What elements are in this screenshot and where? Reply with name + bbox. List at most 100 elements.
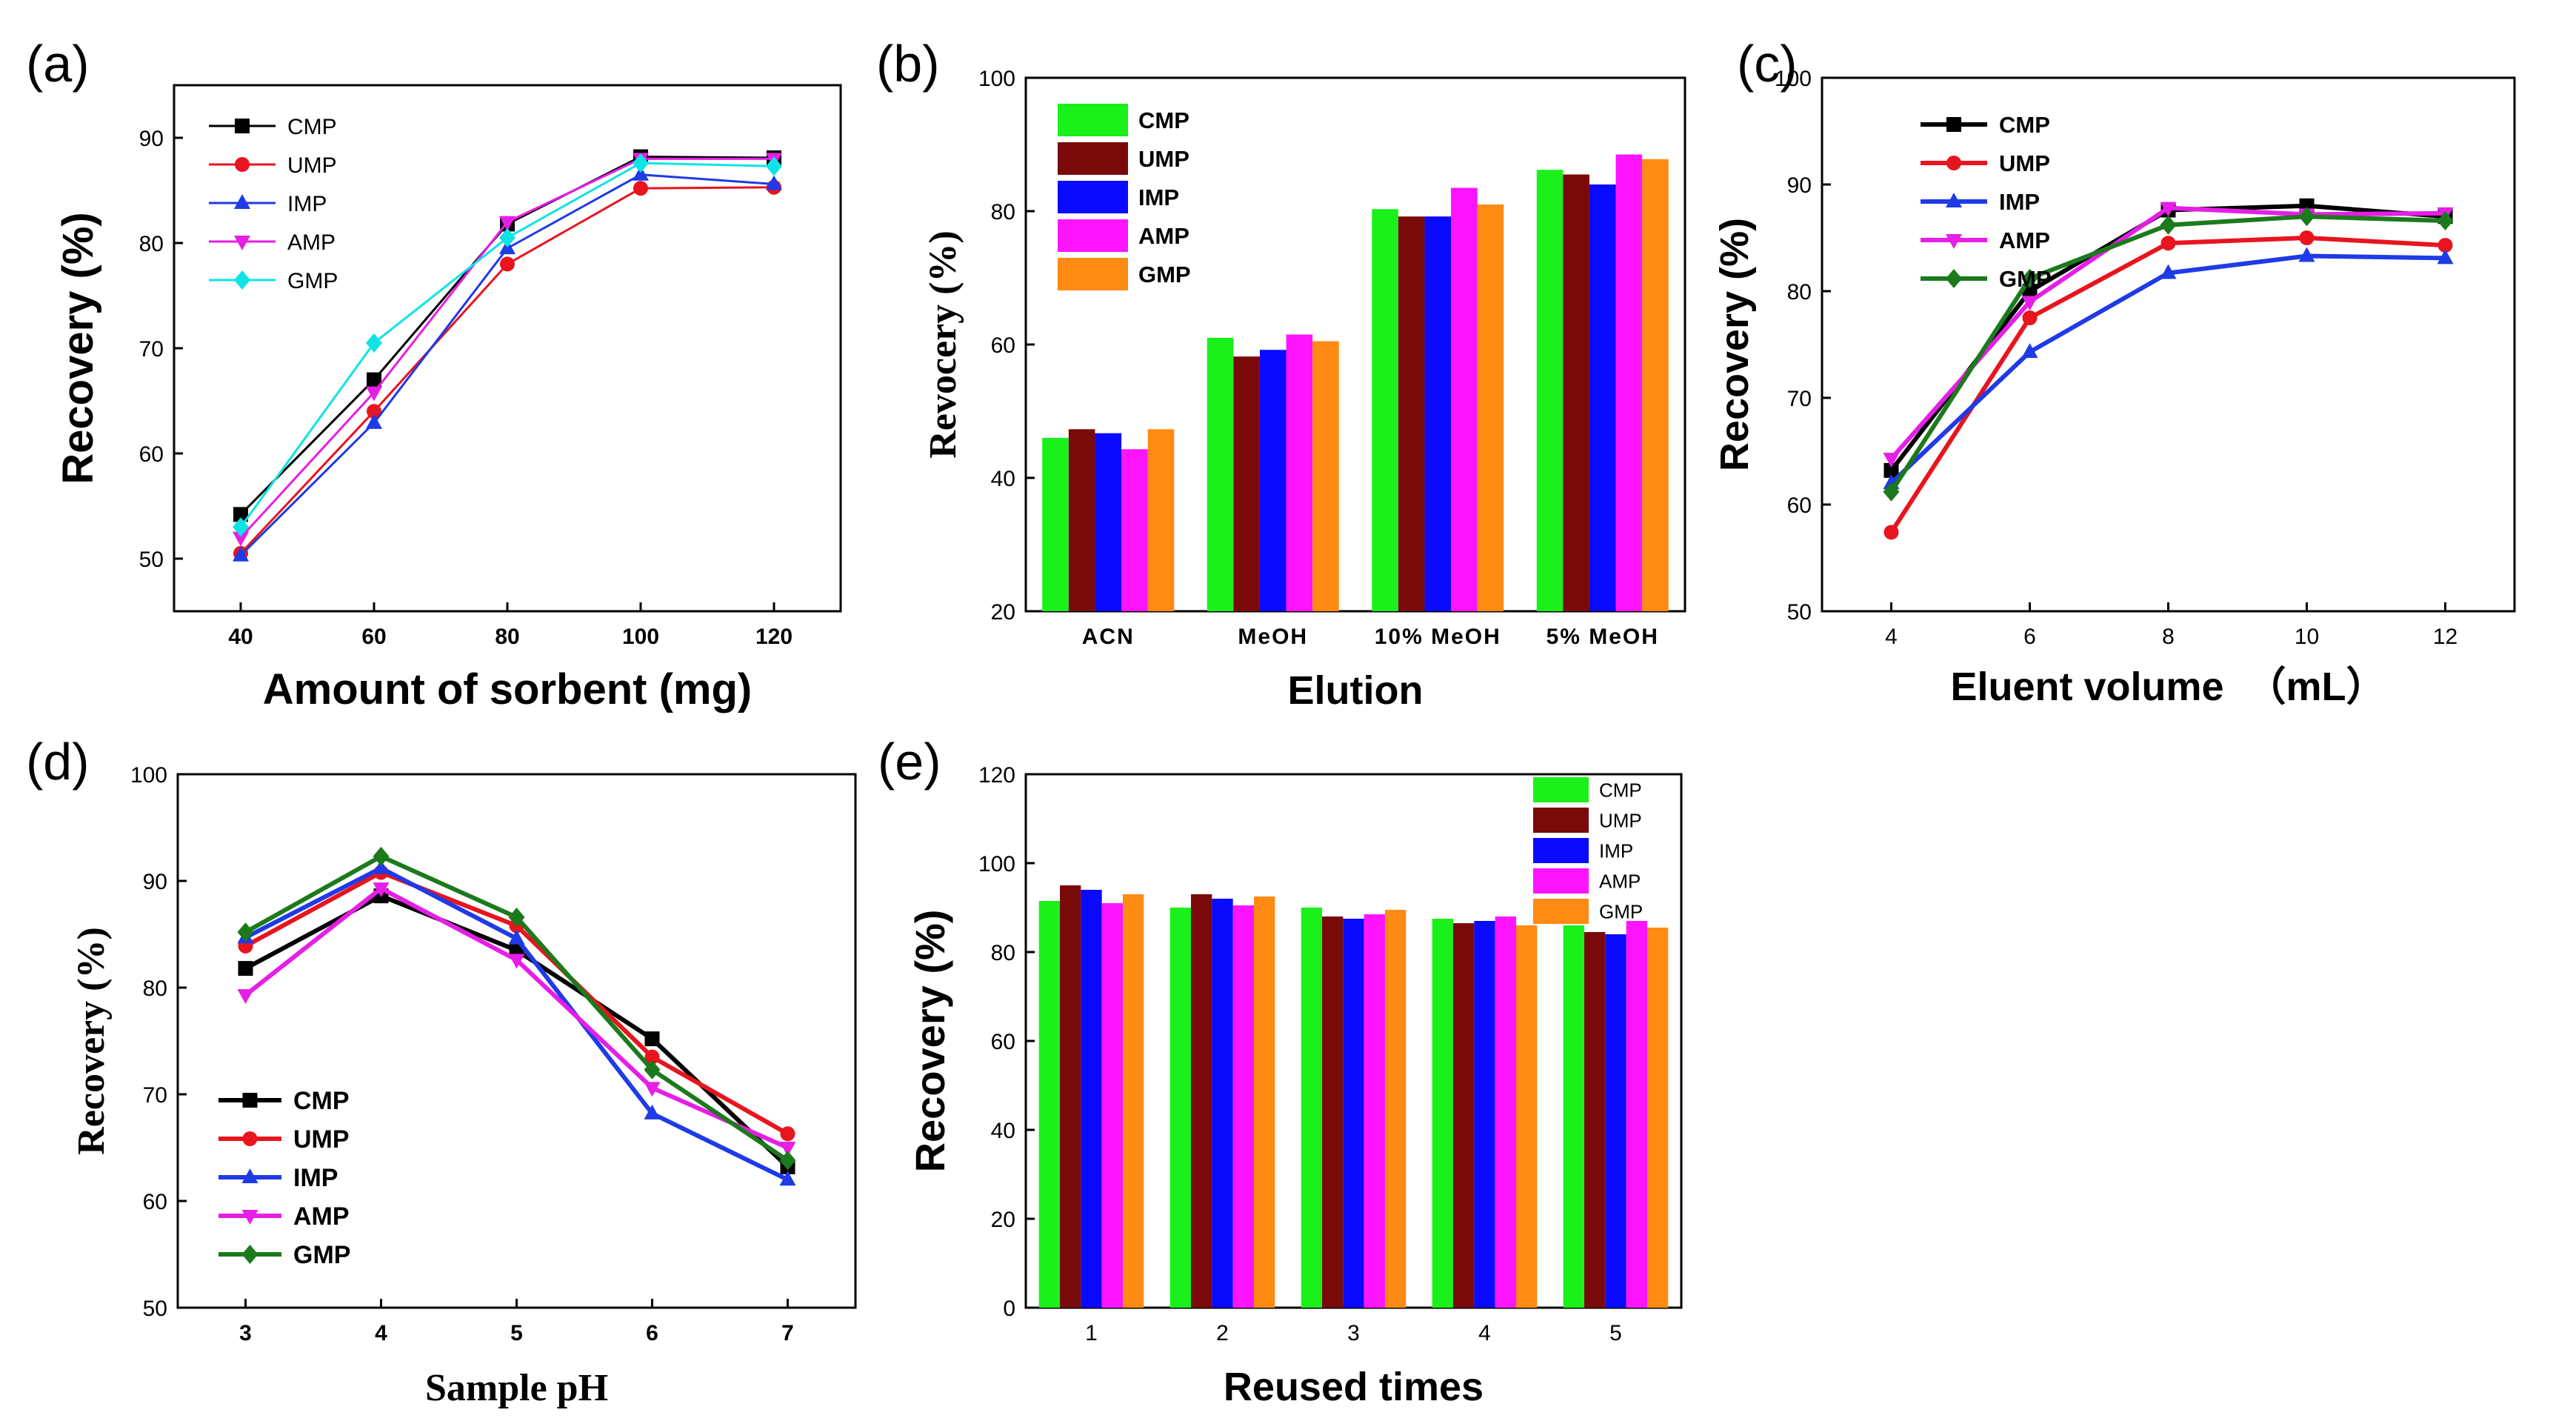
bar-gmp xyxy=(1515,925,1538,1308)
y-axis-label: Recovery (%) xyxy=(70,927,113,1155)
legend-marker-ump xyxy=(235,157,250,172)
data-point-imp xyxy=(508,929,525,945)
bar-imp xyxy=(1095,433,1122,611)
legend-label-ump: UMP xyxy=(1138,146,1189,172)
data-point-imp xyxy=(633,165,649,181)
data-point-amp xyxy=(366,386,382,402)
data-point-imp xyxy=(779,1171,796,1186)
bar-gmp xyxy=(1384,910,1407,1308)
x-axis-label: Elution xyxy=(1288,668,1424,713)
y-tick-label: 70 xyxy=(143,1083,167,1108)
legend-label-imp: IMP xyxy=(293,1164,338,1192)
y-tick-label: 100 xyxy=(1775,67,1812,91)
data-point-amp xyxy=(2021,296,2038,311)
y-tick-label: 20 xyxy=(991,1208,1015,1232)
x-tick-label: MeOH xyxy=(1238,625,1308,649)
data-point-ump xyxy=(2160,236,2176,251)
data-point-cmp xyxy=(233,507,248,522)
legend-swatch-imp xyxy=(1533,838,1589,863)
data-point-ump xyxy=(367,404,381,419)
bar-cmp xyxy=(1372,209,1398,611)
x-tick-label: 3 xyxy=(1347,1321,1360,1345)
data-point-amp xyxy=(499,216,515,231)
y-tick-label: 80 xyxy=(143,976,167,1001)
legend-marker-cmp xyxy=(235,119,250,133)
legend-label-gmp: GMP xyxy=(1999,266,2052,292)
data-point-imp xyxy=(233,546,249,562)
x-tick-label: 12 xyxy=(2433,625,2457,649)
legend-label-imp: IMP xyxy=(1138,184,1179,210)
legend-swatch-gmp xyxy=(1058,258,1128,290)
bar-ump xyxy=(1322,916,1344,1308)
data-point-amp xyxy=(1883,453,1900,468)
y-tick-label: 100 xyxy=(130,763,167,788)
legend-label-amp: AMP xyxy=(1999,227,2050,253)
legend-marker-gmp xyxy=(1946,269,1962,288)
y-tick-label: 60 xyxy=(991,333,1015,358)
data-point-imp xyxy=(766,175,782,190)
panel-label: (e) xyxy=(878,733,941,791)
bar-ump xyxy=(1068,429,1095,611)
legend-marker-imp xyxy=(241,1168,258,1183)
legend-marker-amp xyxy=(241,1210,258,1225)
y-tick-label: 120 xyxy=(978,763,1015,788)
legend-swatch-ump xyxy=(1058,142,1128,175)
legend-label-gmp: GMP xyxy=(293,1241,350,1269)
y-tick-label: 50 xyxy=(139,548,164,572)
bar-amp xyxy=(1451,187,1478,611)
x-tick-label: 100 xyxy=(622,625,659,649)
data-point-imp xyxy=(2437,249,2454,264)
bar-gmp xyxy=(1147,429,1175,611)
x-tick-label: 5 xyxy=(510,1321,523,1345)
x-tick-label: 4 xyxy=(375,1321,387,1345)
y-axis-label: Recovery (%) xyxy=(54,212,102,484)
panel-d: 50 60 70 80 90 100 3 4 5 6 7 CMP UMP IMP AMP GMP Sample … xyxy=(26,733,857,1409)
y-tick-label: 0 xyxy=(1003,1297,1015,1321)
y-tick-label: 60 xyxy=(991,1030,1015,1054)
data-point-ump xyxy=(2022,310,2038,325)
legend-label-ump: UMP xyxy=(1999,150,2050,176)
data-point-gmp xyxy=(2298,207,2315,227)
data-point-ump xyxy=(500,256,515,272)
data-point-gmp xyxy=(2437,210,2454,230)
panel-label: (b) xyxy=(876,35,940,93)
legend-swatch-ump xyxy=(1533,808,1589,833)
legend-label-imp: IMP xyxy=(1999,189,2040,215)
x-tick-label: 3 xyxy=(239,1321,252,1345)
data-point-imp xyxy=(644,1104,661,1119)
legend-label-cmp: CMP xyxy=(1599,779,1642,801)
bar-amp xyxy=(1101,903,1123,1308)
legend-marker-cmp xyxy=(242,1093,258,1108)
legend-marker-gmp xyxy=(234,270,250,290)
y-tick-label: 40 xyxy=(991,1119,1015,1143)
bar-cmp xyxy=(1301,908,1323,1308)
data-point-gmp xyxy=(366,333,382,353)
x-tick-label: 6 xyxy=(646,1321,658,1345)
legend-swatch-amp xyxy=(1533,868,1589,894)
y-axis-label: Recovery (%) xyxy=(907,910,953,1173)
data-point-ump xyxy=(2299,230,2315,245)
bar-gmp xyxy=(1122,894,1144,1308)
x-tick-label: 7 xyxy=(781,1321,794,1345)
data-point-gmp xyxy=(1883,482,1900,502)
legend-label-gmp: GMP xyxy=(1599,900,1643,922)
y-tick-label: 40 xyxy=(991,467,1015,491)
legend-label-ump: UMP xyxy=(287,153,337,178)
x-tick-label: 6 xyxy=(2023,625,2036,649)
legend-label-cmp: CMP xyxy=(293,1087,350,1115)
legend-label-cmp: CMP xyxy=(287,115,337,139)
bar-cmp xyxy=(1169,908,1192,1308)
bar-gmp xyxy=(1253,896,1275,1308)
data-point-amp xyxy=(644,1082,661,1097)
y-tick-label: 80 xyxy=(991,941,1015,965)
y-tick-label: 70 xyxy=(139,337,164,362)
bar-ump xyxy=(1191,894,1212,1308)
x-tick-label: 120 xyxy=(755,625,793,649)
legend-label-gmp: GMP xyxy=(1138,262,1191,287)
legend-label-imp: IMP xyxy=(287,192,327,216)
legend-marker-imp xyxy=(234,194,250,209)
x-axis-label: Sample pH xyxy=(425,1367,608,1409)
data-point-cmp xyxy=(238,961,253,976)
legend-label-amp: AMP xyxy=(293,1202,350,1231)
data-point-amp xyxy=(779,1142,796,1157)
